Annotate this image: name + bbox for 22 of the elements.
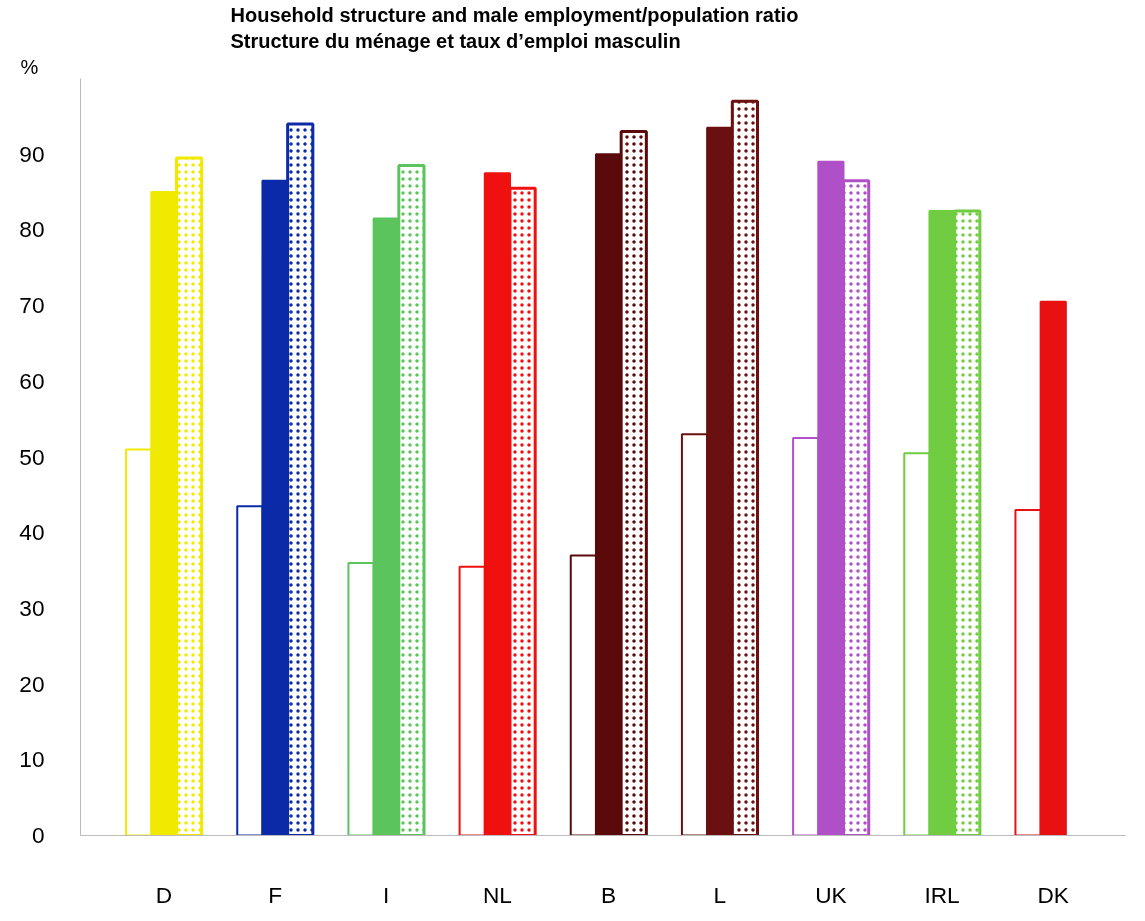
x-tick-label: I <box>383 881 390 908</box>
y-tick-label: 20 <box>19 670 45 697</box>
y-axis-title: % <box>20 55 39 78</box>
y-tick-label: 70 <box>19 292 45 319</box>
x-tick-label: D <box>155 881 173 908</box>
x-tick-label: NL <box>482 881 512 908</box>
y-tick-label: 90 <box>19 140 45 167</box>
y-tick-label: 40 <box>19 519 45 546</box>
y-tick-label: 80 <box>19 216 45 243</box>
x-tick-label: F <box>268 881 282 908</box>
y-tick-label: 0 <box>31 822 45 848</box>
x-tick-label: L <box>713 881 727 908</box>
y-tick-label: 60 <box>19 367 45 394</box>
y-tick-label: 50 <box>19 443 45 470</box>
x-tick-label: UK <box>815 881 847 908</box>
x-tick-label: B <box>601 881 617 908</box>
chart-subtitle: Structure du ménage et taux d’emploi masculin <box>230 29 681 52</box>
x-tick-label: IRL <box>924 881 960 908</box>
x-tick-label: DK <box>1037 881 1069 908</box>
y-tick-label: 10 <box>19 746 45 773</box>
chart-title: Household structure and male employment/population ratio <box>230 3 799 26</box>
y-tick-label: 30 <box>19 594 45 621</box>
